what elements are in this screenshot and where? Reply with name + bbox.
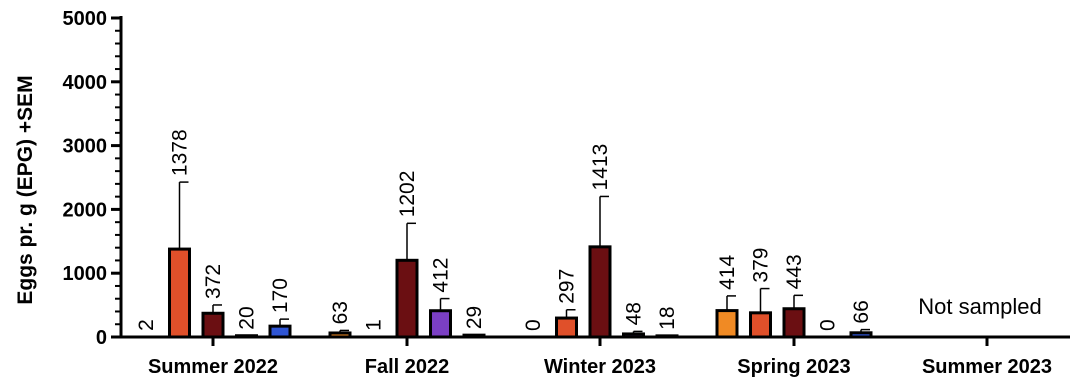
bar-value-label: 379 <box>750 248 773 283</box>
y-axis-title: Eggs pr. g (EPG) +SEM <box>14 75 37 304</box>
bar-value-label: 48 <box>623 302 646 325</box>
bar <box>851 333 871 337</box>
bar-value-label: 372 <box>202 264 225 299</box>
bar-value-label: 1202 <box>396 171 419 218</box>
not-sampled-note: Not sampled <box>918 294 1042 319</box>
x-category-label: Summer 2022 <box>148 356 278 378</box>
data-labels: 2 1378 372 20 170 63 1 1202 412 29 0 297 1413 48 18 414… <box>135 129 1042 331</box>
y-tick-label: 1000 <box>63 263 108 285</box>
bar-value-label: 443 <box>783 254 806 289</box>
x-category-label: Fall 2022 <box>365 356 450 378</box>
y-tick-label: 2000 <box>63 199 108 221</box>
x-category-label: Winter 2023 <box>544 356 656 378</box>
bar <box>464 335 484 337</box>
bar <box>270 326 290 337</box>
x-axis: Summer 2022 Fall 2022 Winter 2023 Spring 20… <box>120 337 1071 378</box>
bar <box>717 311 737 337</box>
bar <box>237 336 257 337</box>
bar-value-label: 412 <box>430 258 453 293</box>
bar <box>431 311 451 337</box>
bar <box>397 260 417 337</box>
bar-value-label: 1 <box>363 319 386 331</box>
y-tick-label: 5000 <box>63 8 108 30</box>
bar <box>203 313 223 337</box>
bar <box>557 318 577 337</box>
bar-value-label: 1413 <box>589 144 612 191</box>
y-axis: 0 1000 2000 3000 4000 5000 <box>63 8 122 349</box>
bar-value-label: 414 <box>716 255 739 290</box>
bar-value-label: 0 <box>522 319 545 331</box>
bar <box>784 309 804 337</box>
y-tick-label: 3000 <box>63 136 108 158</box>
bar-value-label: 2 <box>135 319 158 331</box>
bar-value-label: 20 <box>236 306 259 329</box>
bar-value-label: 63 <box>329 301 352 324</box>
bar <box>624 334 644 337</box>
bar-value-label: 66 <box>850 300 873 323</box>
bar-value-label: 0 <box>817 319 840 331</box>
bar-value-label: 18 <box>656 306 679 329</box>
y-tick-label: 0 <box>96 327 107 349</box>
bar-value-label: 170 <box>269 278 292 313</box>
bar <box>657 336 677 337</box>
bar-value-label: 29 <box>463 306 486 329</box>
x-category-label: Summer 2023 <box>922 356 1052 378</box>
bar <box>170 249 190 337</box>
bar <box>751 313 771 337</box>
y-tick-label: 4000 <box>63 72 108 94</box>
bar <box>590 247 610 337</box>
bar-value-label: 1378 <box>169 129 192 176</box>
bar <box>330 333 350 337</box>
x-category-label: Spring 2023 <box>737 356 850 378</box>
bar-value-label: 297 <box>556 269 579 304</box>
